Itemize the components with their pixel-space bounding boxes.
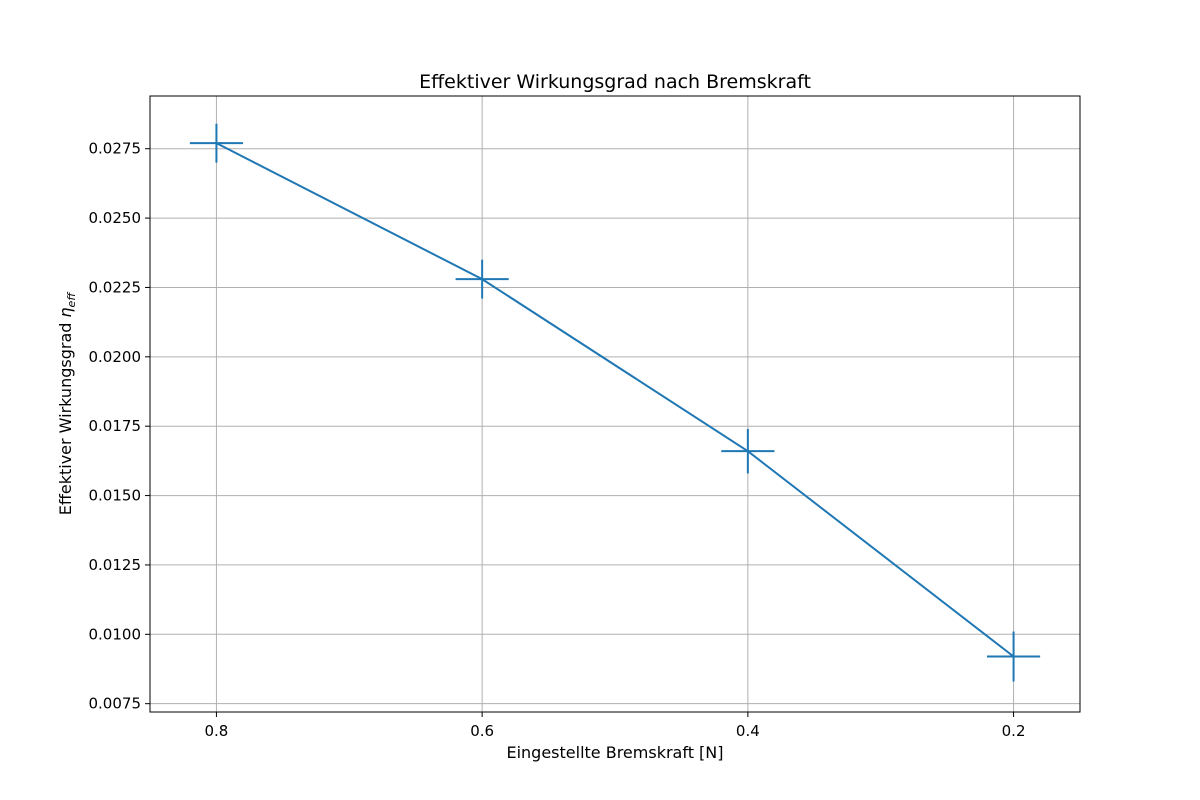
y-tick-label: 0.0200	[89, 348, 142, 366]
y-tick-label: 0.0225	[89, 278, 142, 296]
ticks: 0.8 0.6 0.4 0.2 0.0075 0.0100 0.0125 0.0150 0.01…	[89, 140, 1026, 740]
plot-data	[189, 123, 1041, 682]
y-tick-label: 0.0125	[89, 556, 142, 574]
y-tick-label: 0.0075	[89, 695, 142, 713]
chart-title: Effektiver Wirkungsgrad nach Bremskraft	[419, 71, 811, 93]
y-tick-label: 0.0150	[89, 487, 142, 505]
y-axis-label-subscript: eff	[65, 292, 78, 308]
y-axis-label: Effektiver Wirkungsgrad ηeff	[56, 292, 78, 516]
x-tick-label: 0.8	[204, 722, 228, 740]
y-axis-label-text: Effektiver Wirkungsgrad	[56, 323, 75, 516]
y-tick-label: 0.0175	[89, 417, 142, 435]
series-line	[215, 142, 1015, 658]
grid	[150, 96, 1080, 712]
x-tick-label: 0.2	[1002, 722, 1026, 740]
y-tick-label: 0.0250	[89, 209, 142, 227]
y-tick-label: 0.0100	[89, 625, 142, 643]
x-tick-label: 0.6	[470, 722, 494, 740]
y-tick-label: 0.0275	[89, 140, 142, 158]
axes-frame	[149, 95, 1081, 713]
y-axis-label-symbol: η	[56, 307, 75, 317]
x-tick-label: 0.4	[736, 722, 760, 740]
x-axis-label: Eingestellte Bremskraft [N]	[506, 743, 723, 762]
